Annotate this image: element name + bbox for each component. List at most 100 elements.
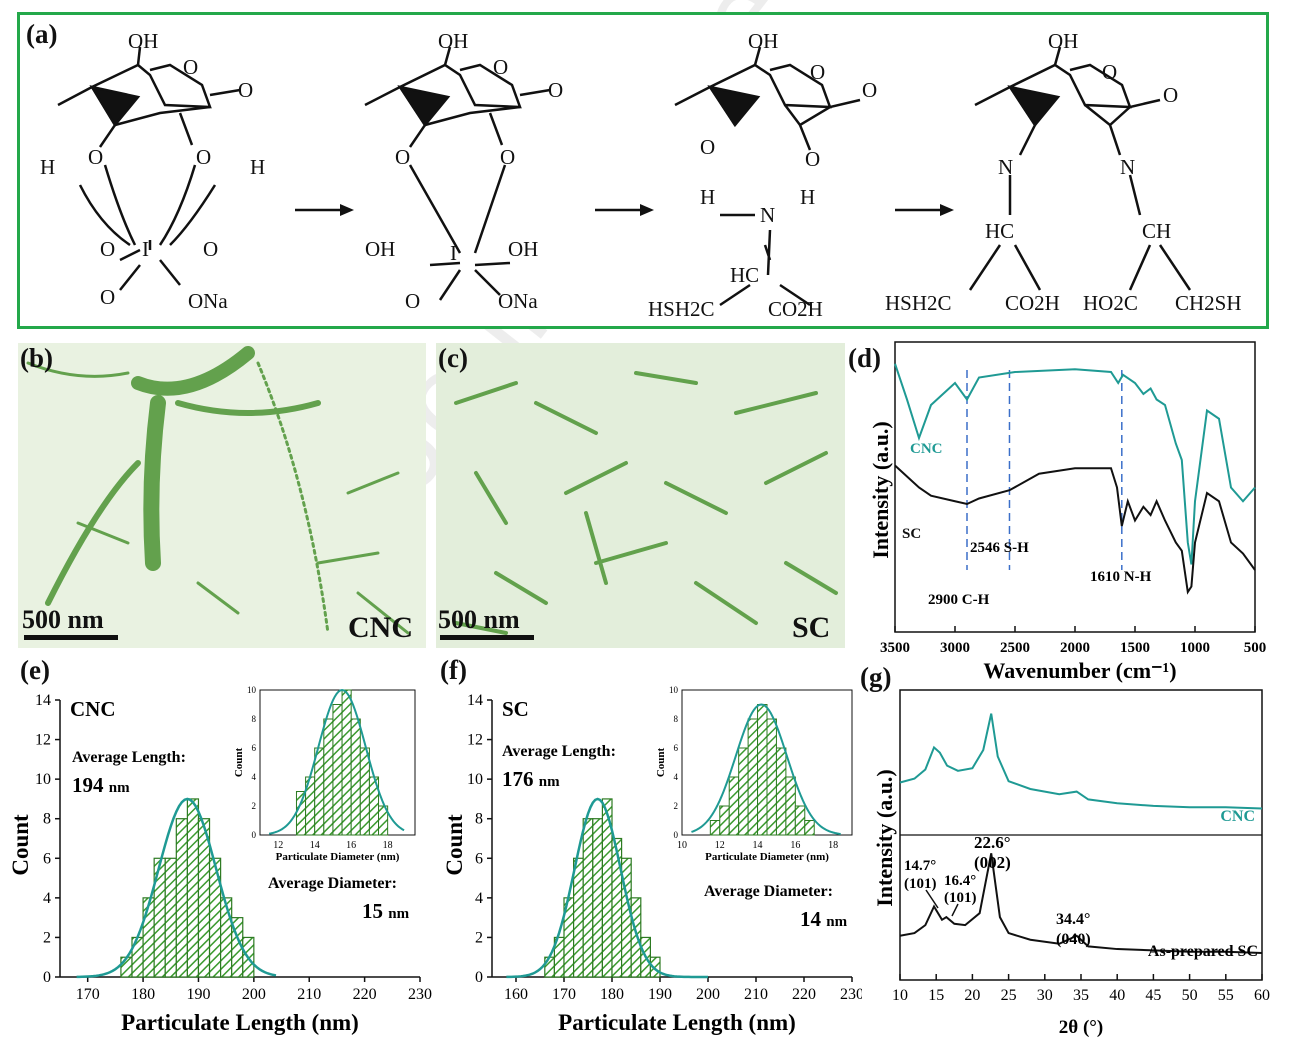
tem-c-fibers (454, 371, 838, 635)
e-avg-length-value: 194 nm (72, 773, 130, 797)
f-ytick-label: 8 (475, 811, 483, 828)
s4-ch2sh: CH2SH (1175, 291, 1242, 315)
s1-o-left: O (88, 145, 104, 169)
e-avg-diameter-value: 15 nm (362, 899, 410, 923)
scale-bar-c (440, 635, 534, 640)
e-bar (164, 857, 177, 978)
f-inset-bar (766, 718, 777, 836)
d-xtick-label: 3000 (940, 640, 970, 656)
tem-tag-b: CNC (348, 611, 413, 644)
e-inset-bar (314, 747, 325, 836)
e-bar (120, 956, 133, 978)
f-inset-ytick: 8 (674, 714, 679, 724)
f-inset-ytick: 2 (674, 801, 679, 811)
e-inset-ytick: 8 (252, 714, 257, 724)
e-title: CNC (70, 697, 116, 721)
g-peak-226-plane: (002) (974, 853, 1011, 872)
f-inset-xtick: 18 (828, 840, 838, 851)
f-ylabel: Count (442, 814, 467, 876)
s1-io4-o3: O (100, 285, 116, 309)
e-inset-xtick: 18 (383, 840, 393, 851)
f-avg-length-label: Average Length: (502, 743, 616, 760)
f-avg-diameter-label: Average Diameter: (704, 883, 833, 900)
d-ylabel: Intensity (a.u.) (868, 421, 893, 559)
g-xtick-label: 10 (892, 987, 908, 1004)
e-xtick-label: 210 (297, 986, 321, 1003)
e-xtick-label: 200 (242, 986, 266, 1003)
panel-c-tem-image: 500 nm SC (436, 343, 845, 648)
f-inset-bar (804, 820, 815, 836)
g-xtick-label: 55 (1218, 987, 1234, 1004)
e-inset-bar (323, 718, 334, 836)
s3-hsh2c: HSH2C (648, 297, 715, 321)
e-inset-bar (295, 791, 307, 836)
g-series-sc (899, 853, 1263, 955)
s3-h-right: H (800, 185, 816, 209)
e-xtick-label: 220 (353, 986, 377, 1003)
d-xtick-label: 2000 (1060, 640, 1090, 656)
g-xtick-label: 60 (1254, 987, 1270, 1004)
panel-a-scheme: (a) (17, 12, 1269, 329)
e-inset-bar (350, 718, 361, 836)
d-anno-sh: 2546 S-H (970, 540, 1029, 556)
panel-label-d: (d) (848, 343, 881, 373)
g-peak-344-angle: 34.4° (1056, 911, 1090, 928)
e-xtick-label: 170 (76, 986, 100, 1003)
f-xtick-label: 230 (840, 986, 862, 1003)
panel-label-f: (f) (440, 655, 467, 685)
e-inset-xtick: 14 (310, 840, 320, 851)
e-inset-bar (341, 689, 352, 836)
tem-tag-c: SC (792, 611, 831, 644)
e-inset-xtick: 12 (273, 840, 283, 851)
f-inset-xtick: 10 (677, 840, 687, 851)
g-legend-sc: As-prepared SC (1148, 943, 1258, 960)
s2-oh-right: OH (508, 237, 539, 261)
e-bar (220, 897, 233, 978)
e-ytick-label: 4 (43, 890, 51, 907)
g-xtick-label: 35 (1073, 987, 1089, 1004)
e-ytick-label: 14 (35, 692, 51, 709)
f-inset-ytick: 0 (674, 830, 679, 840)
g-xtick-label: 15 (928, 987, 944, 1004)
s1-io4-i: I (142, 237, 149, 261)
s4-n-right: N (1120, 155, 1136, 179)
f-xtick-label: 170 (552, 986, 576, 1003)
f-avg-length-value: 176 nm (502, 767, 560, 791)
f-inset-bar (728, 776, 740, 836)
f-inset-ytick: 10 (669, 685, 679, 695)
g-xtick-label: 20 (964, 987, 980, 1004)
e-ytick-label: 12 (35, 732, 51, 749)
f-avg-diameter-value: 14 nm (800, 907, 848, 931)
f-bar (592, 818, 604, 978)
f-inset-bar (757, 704, 768, 836)
e-inset-ytick: 4 (252, 772, 257, 782)
d-anno-nh: 1610 N-H (1090, 569, 1152, 585)
f-inset-ytick: 6 (674, 743, 679, 753)
d-series-cnc (894, 363, 1256, 565)
e-inset-ylabel: Count (233, 747, 245, 777)
panel-label-c: (c) (438, 343, 468, 373)
scale-bar-b (24, 635, 118, 640)
g-peak-344-plane: (040) (1056, 931, 1091, 948)
g-ylabel: Intensity (a.u.) (872, 769, 897, 907)
g-peak-164-angle: 16.4° (944, 873, 976, 889)
f-ytick-label: 10 (467, 771, 483, 788)
s4-oh: OH (1048, 29, 1079, 53)
s4-hc: HC (985, 219, 1015, 243)
e-inset-ytick: 10 (247, 685, 257, 695)
f-ytick-label: 4 (475, 890, 483, 907)
e-ytick-label: 2 (43, 929, 51, 946)
f-inset-xtick: 16 (790, 840, 800, 851)
scale-label-c: 500 nm (438, 605, 520, 634)
panel-label-a: (a) (26, 19, 58, 49)
g-legend-cnc: CNC (1220, 808, 1255, 825)
f-ytick-label: 0 (475, 969, 483, 986)
f-inset-xtick: 14 (753, 840, 763, 851)
f-inset-bar (738, 747, 749, 836)
s2-o-ring: O (493, 55, 509, 79)
f-title: SC (502, 697, 529, 721)
scale-label-b: 500 nm (22, 605, 104, 634)
e-ylabel: Count (8, 814, 33, 876)
s1-h-left: H (40, 155, 56, 179)
